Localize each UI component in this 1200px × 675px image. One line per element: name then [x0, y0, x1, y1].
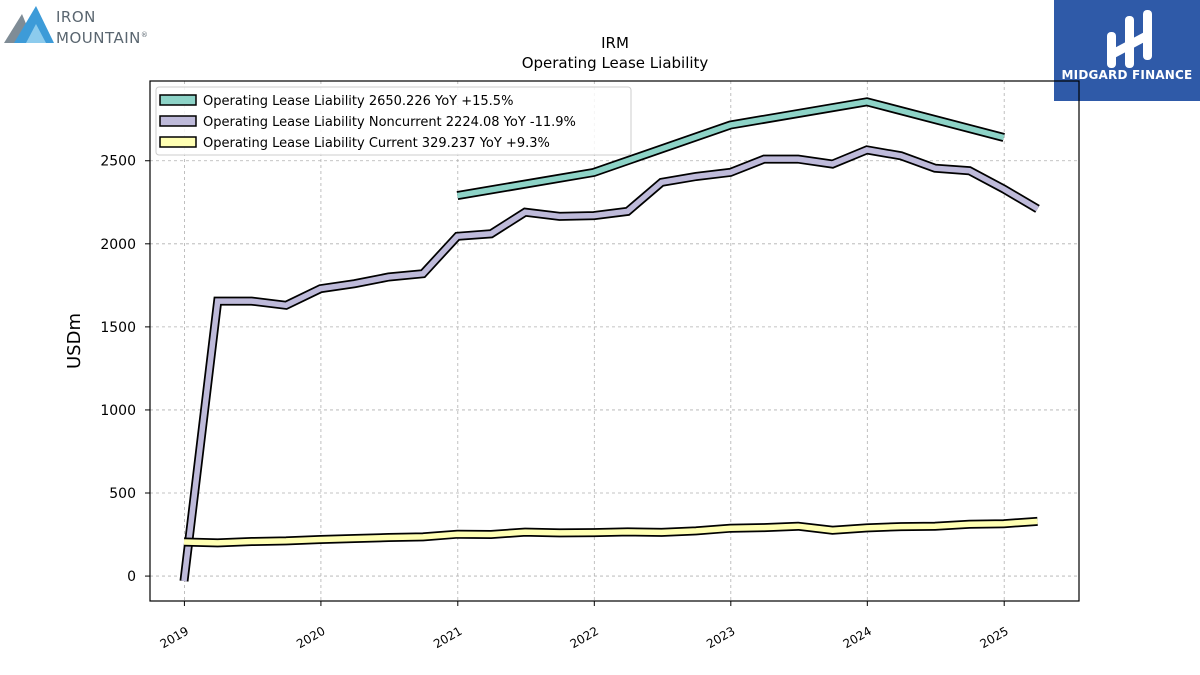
chart-subtitle: Operating Lease Liability: [522, 54, 709, 72]
x-tick-label: 2021: [431, 624, 464, 651]
iron-mountain-logo: IRON MOUNTAIN®: [4, 4, 174, 48]
legend-box: [155, 86, 632, 156]
legend: Operating Lease Liability 2650.226 YoY +…: [155, 86, 632, 156]
publisher-name: MIDGARD FINANCE: [1061, 68, 1193, 82]
series-1: [179, 145, 1040, 582]
x-tick-label: 2024: [841, 624, 874, 651]
series-2: [183, 516, 1038, 548]
x-tick-label: 2025: [977, 624, 1010, 651]
legend-swatch: [159, 115, 197, 127]
series-line: [456, 98, 1005, 199]
series-line: [183, 518, 1038, 546]
legend-swatch: [159, 94, 197, 106]
y-tick-label: 2500: [100, 154, 136, 170]
y-tick-label: 2000: [100, 237, 136, 253]
y-tick-label: 0: [127, 569, 136, 585]
x-tick-label: 2023: [704, 624, 737, 651]
series-line: [181, 147, 1039, 582]
y-axis-label: USDm: [64, 313, 85, 369]
legend-swatch: [159, 136, 197, 148]
y-axis: 0 500 1000 1500 2000 2500: [100, 154, 150, 585]
legend-label: Operating Lease Liability Noncurrent 222…: [203, 115, 576, 130]
legend-label: Operating Lease Liability Current 329.23…: [203, 136, 550, 151]
plot-frame: [149, 80, 1080, 602]
series-lines: [179, 97, 1040, 582]
logo-line-1: IRON: [56, 8, 96, 26]
y-tick-label: 1500: [100, 320, 136, 336]
midgard-finance-logo: MIDGARD FINANCE: [1054, 0, 1200, 101]
series-0: [456, 97, 1005, 201]
mountain-icon: [4, 6, 54, 43]
x-tick-label: 2020: [294, 624, 327, 651]
y-tick-label: 1000: [100, 403, 136, 419]
x-axis: 2019 2020 2021 2022 2023 2024 2025: [158, 601, 1011, 651]
logo-line-2: MOUNTAIN®: [56, 29, 149, 47]
chart-title: IRM: [601, 34, 629, 52]
x-tick-label: 2022: [568, 624, 601, 651]
x-tick-label: 2019: [158, 624, 191, 651]
midgard-emblem-icon: [1107, 10, 1152, 68]
y-tick-label: 500: [109, 486, 136, 502]
legend-label: Operating Lease Liability 2650.226 YoY +…: [203, 94, 513, 109]
